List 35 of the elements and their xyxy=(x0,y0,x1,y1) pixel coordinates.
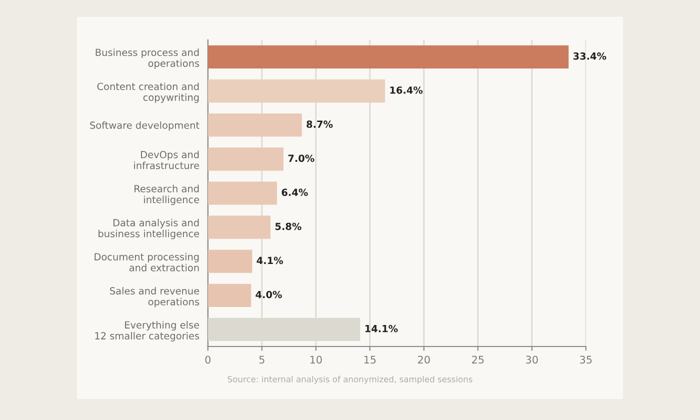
bar xyxy=(208,216,271,239)
data-label: 6.4% xyxy=(282,188,308,196)
data-label: 4.1% xyxy=(256,256,283,264)
y-tick-label: DevOps and infrastructure xyxy=(134,150,200,170)
bar xyxy=(208,113,302,137)
x-tick-label: 5 xyxy=(259,356,264,364)
y-tick-label: Data analysis and business intelligence xyxy=(98,218,200,240)
y-tick-label: Business process and operations xyxy=(96,48,200,69)
y-tick-label: Everything else 12 smaller categories xyxy=(95,321,200,342)
data-label: 5.8% xyxy=(275,222,302,230)
bar xyxy=(208,284,252,307)
x-tick-label: 20 xyxy=(418,356,430,364)
source-note: Source: internal analysis of anonymized, sampled sessions xyxy=(228,376,472,384)
x-tick-label: 10 xyxy=(310,356,322,364)
data-label: 14.1% xyxy=(365,324,398,332)
bar xyxy=(208,45,569,69)
data-label: 16.4% xyxy=(390,86,423,94)
data-label: 7.0% xyxy=(288,154,314,162)
x-tick-label: 35 xyxy=(580,356,592,364)
x-tick-label: 25 xyxy=(472,356,484,364)
y-tick-label: Research and intelligence xyxy=(134,184,200,206)
data-label: 8.7% xyxy=(306,120,333,128)
y-tick-label: Content creation and copywriting xyxy=(97,82,199,103)
y-tick-label: Software development xyxy=(90,121,200,131)
x-tick-label: 15 xyxy=(364,356,376,364)
bar xyxy=(208,182,278,205)
bar xyxy=(208,148,284,171)
y-tick-label: Sales and revenue operations xyxy=(110,287,200,308)
data-label: 33.4% xyxy=(573,52,606,60)
x-tick-label: 30 xyxy=(526,356,538,364)
y-tick-label: Document processing and extraction xyxy=(94,252,199,272)
bar xyxy=(208,250,252,273)
x-tick-label: 0 xyxy=(205,356,211,364)
data-label: 4.0% xyxy=(256,290,282,298)
bar xyxy=(208,79,386,103)
